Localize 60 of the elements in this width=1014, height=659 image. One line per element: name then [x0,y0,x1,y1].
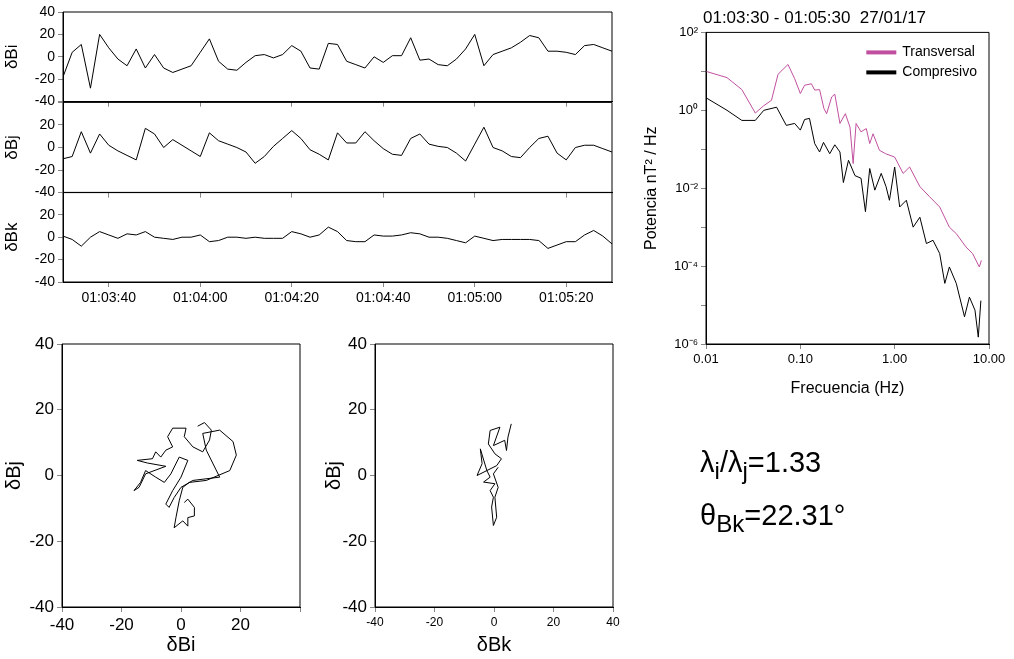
text: θ$_{Bk}$=22.31° [700,497,846,539]
y-tick-label: 0 [47,227,56,244]
x-tick-label: 0.01 [693,350,719,366]
legend-label: Transversal [902,42,975,59]
chart-title: 01:03:30 - 01:05:30 27/01/17 [702,7,927,27]
y-tick-label: 40 [39,2,56,19]
x-tick-label: 01:04:00 [173,288,228,305]
y-axis-title: δBj [1,461,24,490]
x-axis-title: δBk [476,632,513,655]
x-tick-label: 0.10 [787,350,813,366]
x-tick-label: 01:05:20 [539,288,594,305]
y-tick-label: -40 [342,596,367,616]
y-tick-label: -20 [34,70,56,87]
x-tick-label: 0 [176,614,186,634]
y-tick-label: 40 [35,333,54,353]
y-axis-title: δBi [1,44,21,70]
y-tick-label: 40 [348,333,367,353]
y-tick-label: 10⁻⁶ [674,335,698,351]
x-axis-title: Frecuencia (Hz) [790,378,905,396]
y-tick-label: 20 [39,115,56,132]
x-tick-label: -40 [366,614,384,629]
y-tick-label: 10⁻² [675,179,699,195]
y-tick-label: 0 [47,137,56,154]
x-tick-label: 1.00 [882,350,908,366]
x-tick-label: -20 [425,614,444,629]
y-tick-label: 20 [35,399,54,419]
y-tick-label: -40 [34,92,56,109]
legend-label: Compresivo [902,62,978,79]
y-tick-label: 10² [679,23,699,39]
y-axis-title: Potencia nT² / Hz [642,126,660,250]
y-tick-label: 10⁻⁴ [673,257,698,273]
y-tick-label: 20 [348,399,367,419]
y-tick-label: -20 [34,160,56,177]
y-tick-label: 20 [39,205,56,222]
x-tick-label: -20 [109,614,134,634]
y-axis-title: δBj [321,461,344,490]
x-tick-label: 20 [231,614,250,634]
y-tick-label: 10⁰ [678,101,698,117]
x-tick-label: 01:05:00 [447,288,503,305]
x-tick-label: 01:03:40 [81,288,137,305]
x-tick-label: 0 [490,614,498,629]
text: λ$_{i}$/λ$_{j}$=1.33 [700,445,823,486]
y-tick-label: 0 [357,465,367,485]
y-axis-title: δBk [1,221,21,252]
x-tick-label: 40 [606,614,620,629]
y-tick-label: 0 [44,465,54,485]
y-tick-label: -40 [29,596,54,616]
x-tick-label: 01:04:40 [356,288,411,305]
x-tick-label: 10.00 [972,350,1006,366]
y-axis-title: δBj [1,134,21,160]
y-tick-label: -40 [34,272,56,289]
y-tick-label: 20 [39,25,56,42]
x-tick-label: 20 [546,614,561,629]
y-tick-label: -20 [29,530,54,550]
x-tick-label: 01:04:20 [264,288,320,305]
x-axis-title: δBi [166,632,196,655]
y-tick-label: 0 [47,47,56,64]
y-tick-label: -40 [34,183,56,200]
y-tick-label: -20 [34,250,56,267]
y-tick-label: -20 [342,530,367,550]
